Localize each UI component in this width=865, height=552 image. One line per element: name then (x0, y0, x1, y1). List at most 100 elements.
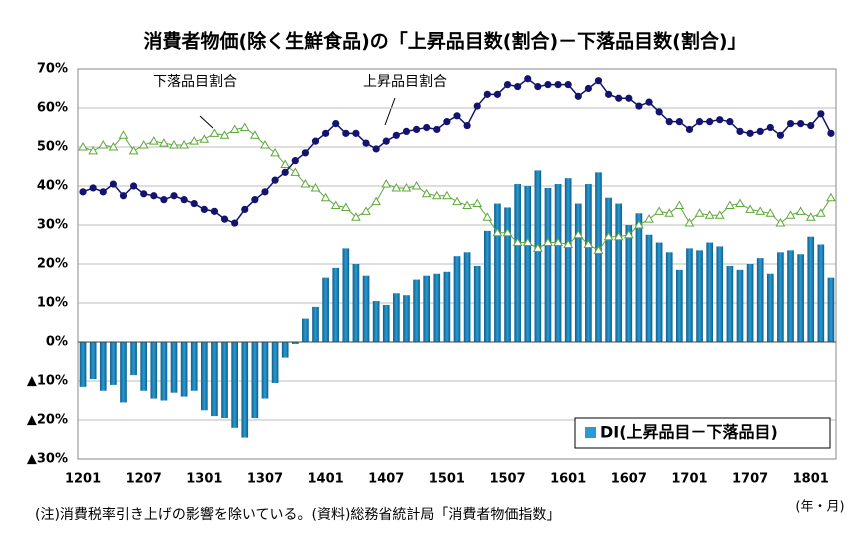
point (452, 196, 462, 206)
point (583, 239, 594, 248)
bar (433, 273, 441, 342)
point (563, 239, 574, 248)
point (594, 77, 603, 85)
bar (645, 234, 653, 342)
point (694, 208, 705, 217)
bar (534, 170, 542, 342)
bar (665, 252, 673, 342)
bar (625, 225, 633, 342)
point (532, 243, 543, 252)
point (138, 140, 149, 149)
point (736, 127, 744, 135)
y-tick-label: 20% (37, 257, 68, 272)
bar (585, 184, 592, 342)
bar (110, 342, 117, 385)
point (88, 145, 99, 155)
point (684, 218, 695, 227)
point (492, 227, 503, 237)
point (382, 137, 390, 145)
point (219, 130, 230, 139)
x-tick-label: 1401 (308, 472, 344, 487)
bar (766, 273, 774, 342)
point (714, 210, 725, 219)
point (128, 145, 139, 155)
point (524, 75, 532, 83)
y-tick-label: 10% (37, 296, 68, 311)
point (795, 206, 806, 215)
point (685, 125, 694, 134)
y-tick-label: 0% (46, 335, 68, 350)
bar (736, 269, 744, 342)
bar (332, 267, 340, 342)
point (726, 118, 734, 126)
point (815, 208, 826, 217)
bar (635, 213, 643, 342)
point (827, 129, 835, 137)
point (421, 188, 432, 198)
point (483, 90, 491, 98)
point (199, 134, 210, 143)
point (89, 184, 97, 192)
bar (423, 275, 431, 342)
point (584, 84, 592, 93)
point (634, 219, 644, 229)
bar (756, 258, 764, 342)
bar (797, 254, 804, 342)
point (534, 82, 542, 91)
point (169, 140, 179, 149)
point (118, 130, 129, 139)
point (453, 112, 461, 120)
y-tick-label: 30% (37, 218, 68, 233)
point (514, 82, 522, 91)
bar (605, 197, 612, 342)
bar (241, 342, 249, 438)
bar (595, 172, 602, 342)
point (544, 81, 552, 89)
point (99, 188, 107, 196)
y-tick-label: 40% (37, 179, 68, 194)
bar (494, 203, 501, 342)
point (411, 180, 422, 190)
point (261, 188, 269, 196)
point (310, 182, 321, 192)
bar (504, 207, 511, 342)
point (401, 182, 412, 192)
point (755, 206, 766, 215)
point (119, 192, 128, 200)
point (462, 200, 472, 209)
bar (686, 248, 693, 342)
bar (787, 250, 794, 342)
x-tick-label: 1801 (793, 472, 829, 487)
point (189, 136, 200, 145)
point (322, 129, 330, 137)
point (704, 210, 715, 219)
bar (130, 342, 137, 376)
bar (554, 184, 562, 342)
note: (注)消費税率引き上げの影響を除いている。(資料)総務省統計局「消費者物価指数」 (35, 506, 560, 523)
point (805, 212, 816, 221)
point (503, 81, 512, 89)
point (79, 188, 87, 196)
point (674, 200, 685, 209)
point (239, 122, 250, 131)
point (372, 145, 380, 153)
bar (362, 275, 370, 342)
point (635, 102, 643, 110)
bar (231, 342, 238, 428)
y-tick-label: ▲20% (27, 413, 68, 428)
point (776, 131, 785, 139)
y-tick-label: ▲30% (27, 452, 68, 467)
x-axis-unit: (年・月) (795, 500, 844, 515)
point (180, 196, 188, 204)
point (209, 128, 220, 137)
point (817, 110, 825, 118)
point (392, 131, 400, 139)
point (271, 176, 279, 184)
bar (120, 342, 127, 403)
point (220, 215, 229, 223)
point (431, 190, 442, 200)
x-tick-label: 1601 (550, 472, 586, 487)
x-tick-label: 1507 (489, 472, 525, 487)
point (512, 237, 523, 247)
